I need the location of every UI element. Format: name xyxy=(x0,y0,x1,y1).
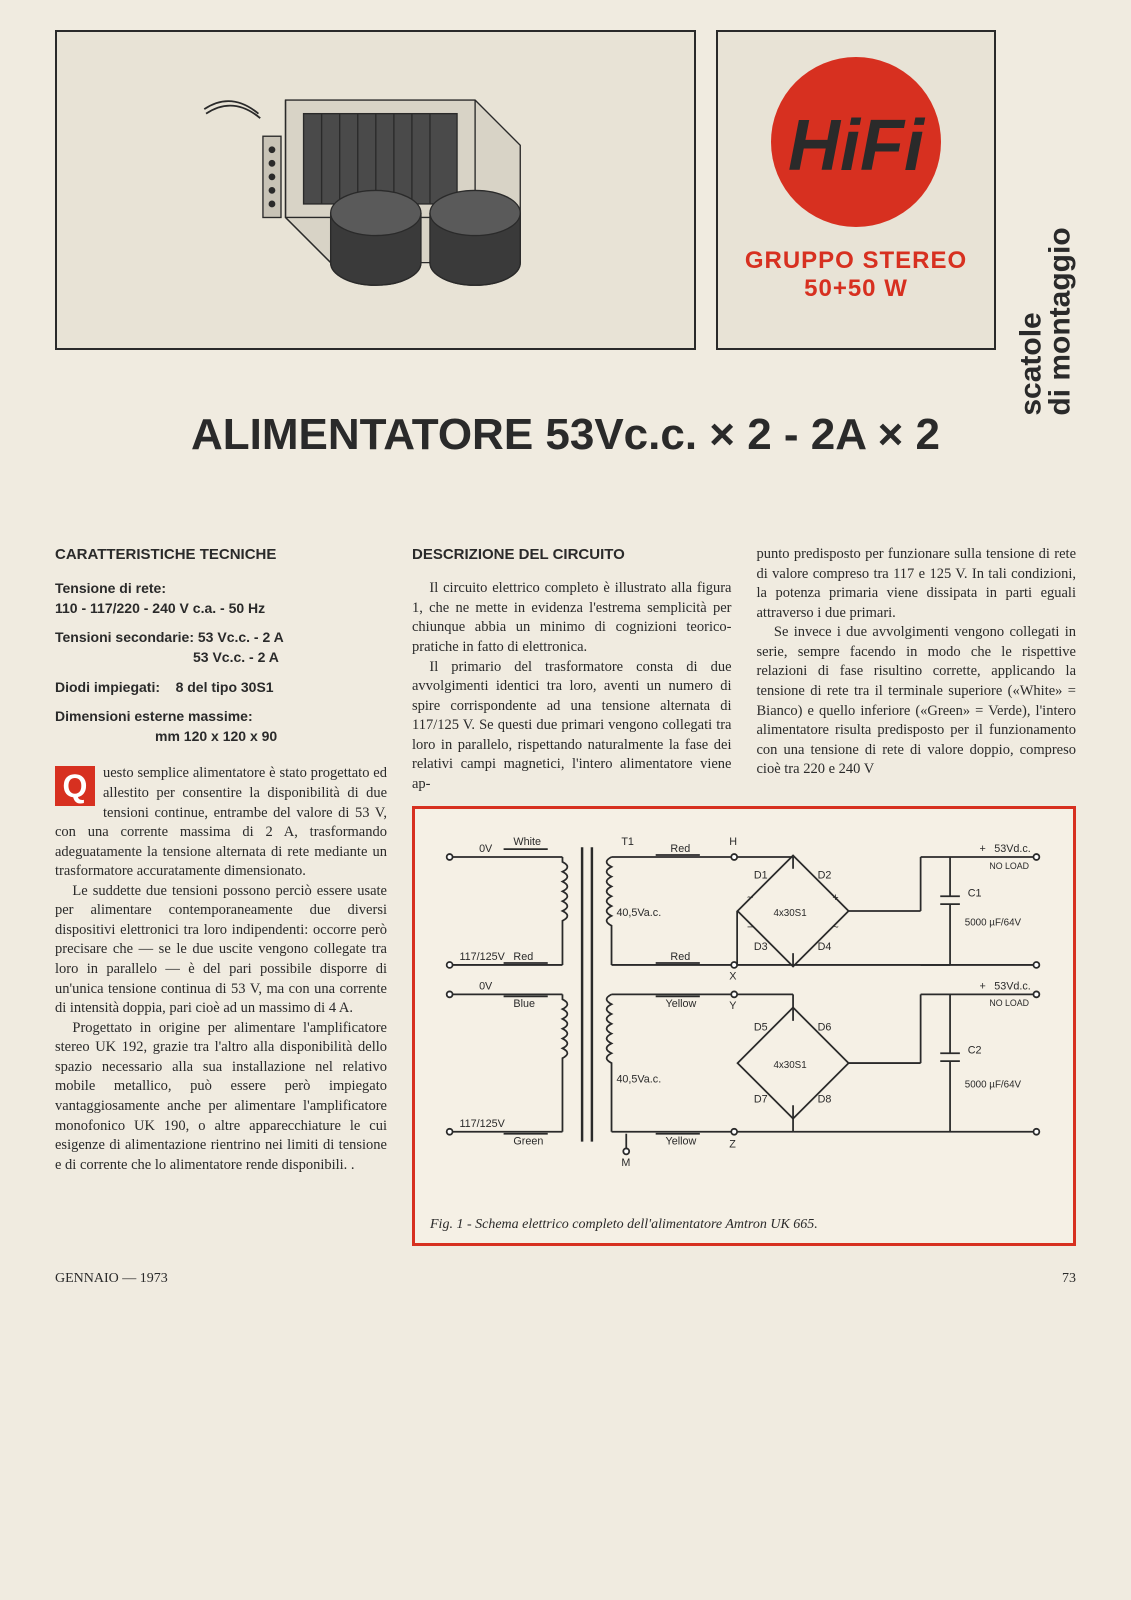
page-number: 73 xyxy=(1062,1271,1076,1287)
column-3: punto predisposto per funzionare sulla t… xyxy=(757,545,1077,794)
product-illustration-box xyxy=(55,30,696,350)
intro-paragraph: Q uesto semplice alimentatore è stato pr… xyxy=(55,764,387,881)
svg-text:C1: C1 xyxy=(968,888,982,900)
vertical-category-label: scatole di montaggio xyxy=(1016,30,1076,350)
column-1: CARATTERISTICHE TECNICHE Tensione di ret… xyxy=(55,545,387,1246)
spec-dimensions: Dimensioni esterne massime: mm 120 x 120… xyxy=(55,707,387,746)
svg-text:M: M xyxy=(621,1158,630,1170)
transformer-drawing xyxy=(121,64,631,317)
article-title: ALIMENTATORE 53Vc.c. × 2 - 2A × 2 xyxy=(55,410,1076,460)
page-footer: GENNAIO — 1973 73 xyxy=(55,1271,1076,1287)
col3-p1: punto predisposto per funzionare sulla t… xyxy=(757,545,1077,623)
svg-text:0V: 0V xyxy=(479,844,493,856)
dropcap-letter: Q xyxy=(55,766,95,806)
svg-text:Blue: Blue xyxy=(513,999,535,1011)
spec-mains: Tensione di rete: 110 - 117/220 - 240 V … xyxy=(55,579,387,618)
circuit-schematic: 0V White 117/125V Red 0V Blue xyxy=(430,824,1058,1204)
svg-text:T1: T1 xyxy=(621,837,634,849)
svg-text:H: H xyxy=(729,837,737,849)
svg-text:~: ~ xyxy=(832,922,838,934)
gruppo-stereo-label: GRUPPO STEREO 50+50 W xyxy=(745,247,967,303)
hifi-logo: HiFi xyxy=(766,52,946,232)
svg-text:D7: D7 xyxy=(754,1094,768,1106)
figure-1-box: 0V White 117/125V Red 0V Blue xyxy=(412,806,1076,1246)
intro-p3: Progettato in origine per alimentare l'a… xyxy=(55,1019,387,1176)
columns-2-3: DESCRIZIONE DEL CIRCUITO Il circuito ele… xyxy=(412,545,1076,1246)
svg-text:NO LOAD: NO LOAD xyxy=(989,999,1029,1009)
svg-text:5000 µF/64V: 5000 µF/64V xyxy=(965,1080,1022,1091)
svg-text:Yellow: Yellow xyxy=(666,1136,697,1148)
svg-text:C2: C2 xyxy=(968,1045,982,1057)
svg-text:−: − xyxy=(747,922,753,934)
svg-text:Z: Z xyxy=(729,1139,736,1151)
hifi-badge-box: HiFi GRUPPO STEREO 50+50 W xyxy=(716,30,996,350)
desc-p1: Il circuito elettrico completo è illustr… xyxy=(412,579,732,657)
desc-p2: Il primario del trasformatore consta di … xyxy=(412,658,732,795)
svg-text:D3: D3 xyxy=(754,942,768,954)
svg-text:Red: Red xyxy=(670,844,690,856)
spec-diodes: Diodi impiegati: 8 del tipo 30S1 xyxy=(55,678,387,698)
svg-text:White: White xyxy=(513,837,541,849)
svg-text:117/125V: 117/125V xyxy=(459,951,505,963)
svg-text:D2: D2 xyxy=(818,870,832,882)
svg-text:NO LOAD: NO LOAD xyxy=(989,861,1029,871)
description-heading: DESCRIZIONE DEL CIRCUITO xyxy=(412,545,732,565)
header-section: HiFi GRUPPO STEREO 50+50 W scatole di mo… xyxy=(55,30,1076,350)
svg-text:X: X xyxy=(729,971,736,983)
svg-text:+: + xyxy=(980,844,986,856)
svg-text:Green: Green xyxy=(513,1136,543,1148)
footer-date: GENNAIO — 1973 xyxy=(55,1271,168,1287)
svg-text:40,5Va.c.: 40,5Va.c. xyxy=(616,1074,661,1086)
intro-p2: Le suddette due tensioni possono perciò … xyxy=(55,882,387,1019)
svg-text:~: ~ xyxy=(747,893,753,905)
content-columns: CARATTERISTICHE TECNICHE Tensione di ret… xyxy=(55,545,1076,1246)
col3-p2: Se invece i due avvolgimenti vengono col… xyxy=(757,623,1077,780)
svg-text:D8: D8 xyxy=(818,1094,832,1106)
svg-text:HiFi: HiFi xyxy=(788,106,926,186)
svg-text:Y: Y xyxy=(729,1001,736,1013)
svg-text:Red: Red xyxy=(513,951,533,963)
svg-text:D5: D5 xyxy=(754,1022,768,1034)
svg-text:0V: 0V xyxy=(479,981,493,993)
svg-text:4x30S1: 4x30S1 xyxy=(773,908,806,919)
svg-text:Red: Red xyxy=(670,951,690,963)
svg-text:+: + xyxy=(832,893,838,905)
spec-secondary: Tensioni secondarie: 53 Vc.c. - 2 A 53 V… xyxy=(55,628,387,667)
figure-caption: Fig. 1 - Schema elettrico completo dell'… xyxy=(430,1217,1058,1233)
svg-text:D4: D4 xyxy=(818,942,832,954)
svg-text:53Vd.c.: 53Vd.c. xyxy=(994,981,1031,993)
svg-text:+: + xyxy=(980,981,986,993)
column-2: DESCRIZIONE DEL CIRCUITO Il circuito ele… xyxy=(412,545,732,794)
svg-text:D1: D1 xyxy=(754,870,768,882)
svg-text:5000 µF/64V: 5000 µF/64V xyxy=(965,918,1022,929)
svg-text:40,5Va.c.: 40,5Va.c. xyxy=(616,907,661,919)
specs-heading: CARATTERISTICHE TECNICHE xyxy=(55,545,387,565)
tech-specs: CARATTERISTICHE TECNICHE Tensione di ret… xyxy=(55,545,387,746)
svg-text:4x30S1: 4x30S1 xyxy=(773,1060,806,1071)
svg-text:D6: D6 xyxy=(818,1022,832,1034)
svg-text:117/125V: 117/125V xyxy=(459,1118,505,1130)
svg-text:53Vd.c.: 53Vd.c. xyxy=(994,844,1031,856)
svg-text:Yellow: Yellow xyxy=(666,999,697,1011)
